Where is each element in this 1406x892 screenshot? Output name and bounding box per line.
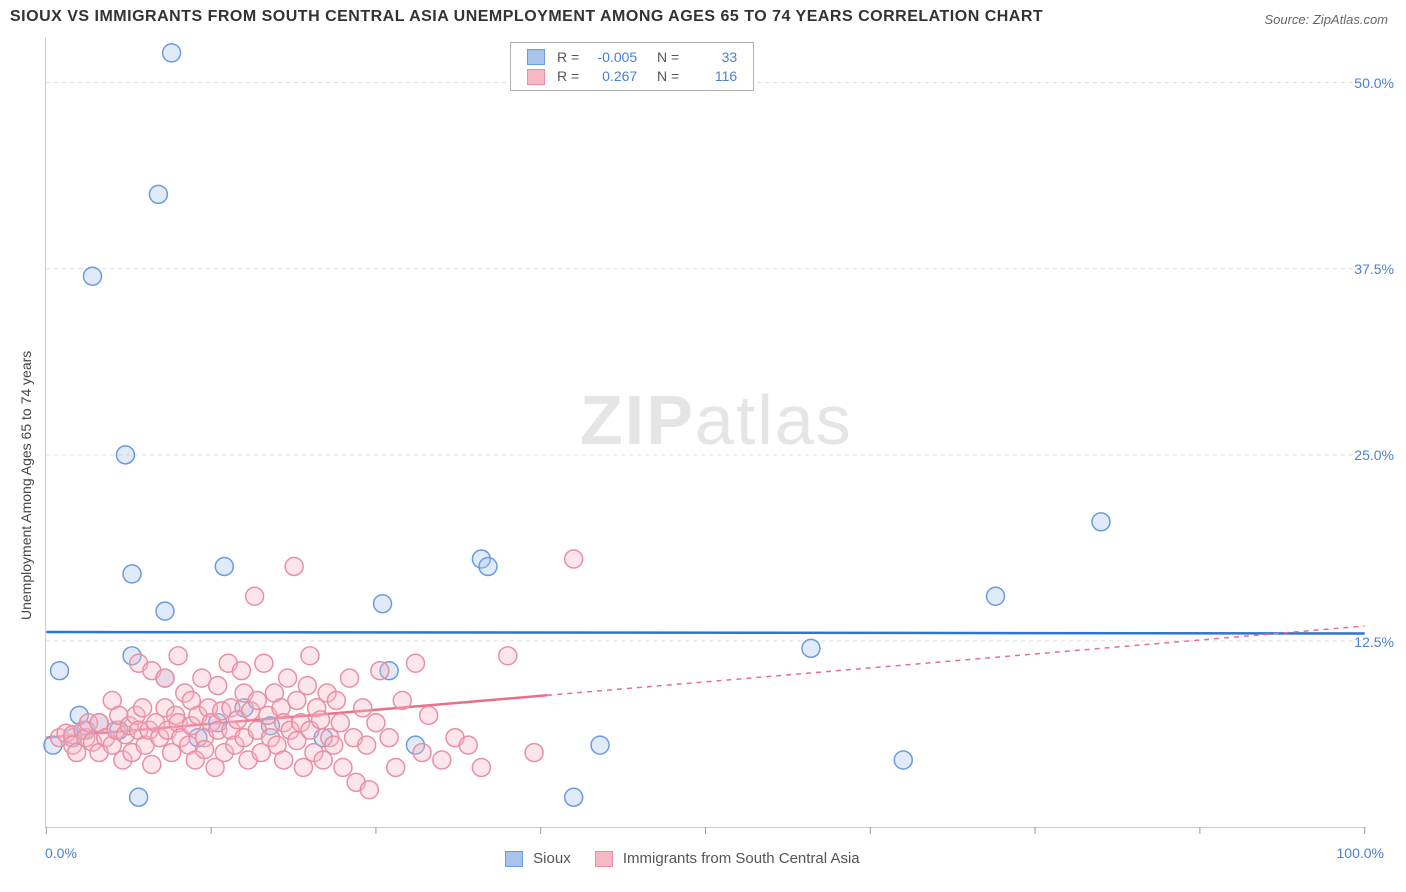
chart-title: SIOUX VS IMMIGRANTS FROM SOUTH CENTRAL A… — [10, 8, 1043, 26]
y-tick-label: 50.0% — [1354, 75, 1394, 91]
legend-n-label: N = — [643, 47, 685, 66]
legend-item: Sioux — [505, 850, 571, 867]
legend-item: Immigrants from South Central Asia — [595, 850, 860, 867]
legend-swatch — [595, 851, 613, 867]
source-attribution: Source: ZipAtlas.com — [1264, 12, 1388, 27]
legend-r-label: R = — [551, 66, 585, 85]
x-axis-min-label: 0.0% — [45, 845, 77, 861]
legend-r-value: 0.267 — [591, 68, 637, 84]
legend-swatch — [505, 851, 523, 867]
correlation-legend: R = -0.005 N = 33 R = 0.267 N = 116 — [510, 42, 754, 91]
legend-swatch — [527, 49, 545, 65]
legend-r-value: -0.005 — [591, 49, 637, 65]
legend-n-value: 33 — [691, 49, 737, 65]
chart-svg — [46, 38, 1365, 827]
legend-label: Immigrants from South Central Asia — [623, 850, 860, 867]
x-axis-max-label: 100.0% — [1337, 845, 1384, 861]
y-tick-label: 25.0% — [1354, 447, 1394, 463]
y-axis-label: Unemployment Among Ages 65 to 74 years — [18, 351, 34, 620]
legend-label: Sioux — [533, 850, 571, 867]
y-tick-label: 12.5% — [1354, 634, 1394, 650]
series-legend: Sioux Immigrants from South Central Asia — [505, 850, 884, 867]
legend-swatch — [527, 69, 545, 85]
legend-r-label: R = — [551, 47, 585, 66]
legend-n-value: 116 — [691, 68, 737, 84]
y-tick-label: 37.5% — [1354, 261, 1394, 277]
chart-plot-area — [45, 38, 1365, 828]
legend-n-label: N = — [643, 66, 685, 85]
